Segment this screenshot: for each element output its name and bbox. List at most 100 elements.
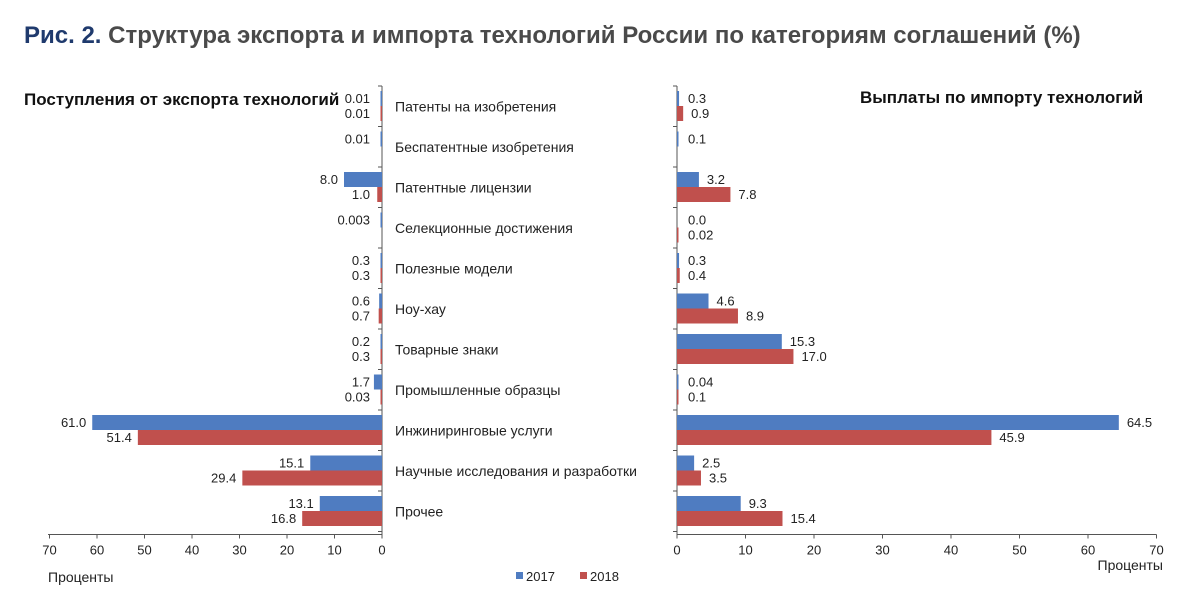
right-bar-2018 <box>677 470 701 486</box>
left-bar-2018 <box>380 106 382 121</box>
right-x-tick-label: 0 <box>673 543 680 558</box>
left-data-label: 0.003 <box>337 213 370 228</box>
left-bar-2018 <box>242 470 382 486</box>
left-bar-2017 <box>380 131 382 147</box>
left-data-label: 0.03 <box>345 390 370 405</box>
right-data-label: 0.1 <box>688 390 706 405</box>
left-bar-2017 <box>380 212 382 228</box>
legend-swatch-2018 <box>580 572 587 579</box>
left-data-label: 61.0 <box>61 415 86 430</box>
left-x-tick-label: 10 <box>327 543 341 558</box>
left-x-tick-label: 50 <box>137 543 151 558</box>
left-data-label: 13.1 <box>288 496 313 511</box>
left-bar-2017 <box>344 172 382 187</box>
left-data-label: 0.01 <box>345 91 370 106</box>
category-label: Селекционные достижения <box>395 220 573 236</box>
right-data-label: 45.9 <box>999 430 1024 445</box>
right-x-axis-title: Проценты <box>1098 557 1164 573</box>
left-x-tick-label: 0 <box>378 543 385 558</box>
right-x-tick-label: 60 <box>1081 543 1095 558</box>
right-bar-2018 <box>677 389 679 405</box>
category-label: Патенты на изобретения <box>395 98 556 114</box>
right-x-tick-label: 10 <box>738 543 752 558</box>
left-bar-2017 <box>380 91 382 106</box>
right-x-tick-label: 30 <box>875 543 889 558</box>
left-data-label: 0.3 <box>352 349 370 364</box>
right-bar-2017 <box>677 415 1119 430</box>
left-data-label: 0.2 <box>352 334 370 349</box>
right-bar-2017 <box>677 91 680 106</box>
category-label: Товарные знаки <box>395 341 498 357</box>
right-data-label: 0.02 <box>688 228 713 243</box>
right-bar-2017 <box>677 455 695 471</box>
left-data-label: 0.01 <box>345 132 370 147</box>
right-bar-2017 <box>677 334 782 349</box>
right-bar-2018 <box>677 268 680 283</box>
right-data-label: 3.2 <box>707 172 725 187</box>
legend-label-2018: 2018 <box>590 569 619 584</box>
left-bar-2018 <box>380 349 382 364</box>
left-data-label: 1.0 <box>352 187 370 202</box>
right-bar-2018 <box>677 349 794 364</box>
right-bar-2018 <box>677 430 992 445</box>
left-bar-2017 <box>92 415 382 430</box>
category-label: Прочее <box>395 503 443 519</box>
category-label: Беспатентные изобретения <box>395 139 574 155</box>
right-data-label: 9.3 <box>749 496 767 511</box>
left-x-tick-label: 70 <box>42 543 56 558</box>
left-bar-2018 <box>380 389 382 405</box>
figure-title-text: Структура экспорта и импорта технологий … <box>108 22 1081 49</box>
left-data-label: 0.3 <box>352 268 370 283</box>
left-x-tick-label: 60 <box>90 543 104 558</box>
right-data-label: 2.5 <box>702 456 720 471</box>
category-label: Патентные лицензии <box>395 179 532 195</box>
left-data-label: 51.4 <box>107 430 132 445</box>
right-data-label: 15.4 <box>790 511 815 526</box>
left-data-label: 1.7 <box>352 375 370 390</box>
right-data-label: 0.3 <box>688 253 706 268</box>
right-bar-2017 <box>677 253 680 268</box>
figure-title: Рис. 2. Структура экспорта и импорта тех… <box>24 22 1081 50</box>
right-data-label: 64.5 <box>1127 415 1152 430</box>
right-bar-2018 <box>677 308 738 324</box>
right-data-label: 0.1 <box>688 132 706 147</box>
right-bar-2018 <box>677 227 679 243</box>
left-x-tick-label: 20 <box>280 543 294 558</box>
right-data-label: 0.3 <box>688 91 706 106</box>
left-data-label: 0.01 <box>345 106 370 121</box>
legend-swatch-2017 <box>516 572 523 579</box>
right-data-label: 0.04 <box>688 375 713 390</box>
right-x-tick-label: 20 <box>807 543 821 558</box>
left-bar-2017 <box>379 293 382 309</box>
right-x-tick-label: 40 <box>944 543 958 558</box>
left-bar-2018 <box>380 268 382 283</box>
right-x-tick-label: 50 <box>1012 543 1026 558</box>
category-label: Научные исследования и разработки <box>395 463 637 479</box>
category-label: Промышленные образцы <box>395 382 560 398</box>
left-bar-2017 <box>380 253 382 268</box>
left-bar-2018 <box>377 187 382 202</box>
category-label: Инжиниринговые услуги <box>395 422 553 438</box>
right-data-label: 7.8 <box>738 187 756 202</box>
right-data-label: 0.9 <box>691 106 709 121</box>
right-bar-2018 <box>677 511 783 526</box>
right-bar-2018 <box>677 106 684 121</box>
left-data-label: 0.3 <box>352 253 370 268</box>
right-bar-2017 <box>677 374 679 390</box>
right-bar-2017 <box>677 131 679 147</box>
left-chart-title: Поступления от экспорта технологий <box>24 90 340 109</box>
figure-label: Рис. 2. <box>24 22 102 49</box>
category-label: Ноу-хау <box>395 301 446 317</box>
left-x-tick-label: 40 <box>185 543 199 558</box>
right-bar-2017 <box>677 496 741 511</box>
left-data-label: 15.1 <box>279 456 304 471</box>
left-data-label: 0.7 <box>352 309 370 324</box>
right-chart-title: Выплаты по импорту технологий <box>860 88 1144 107</box>
left-bar-2017 <box>380 334 382 349</box>
legend-label-2017: 2017 <box>526 569 555 584</box>
left-data-label: 16.8 <box>271 511 296 526</box>
right-x-tick-label: 70 <box>1149 543 1163 558</box>
right-data-label: 17.0 <box>801 349 826 364</box>
left-bar-2017 <box>373 374 382 390</box>
